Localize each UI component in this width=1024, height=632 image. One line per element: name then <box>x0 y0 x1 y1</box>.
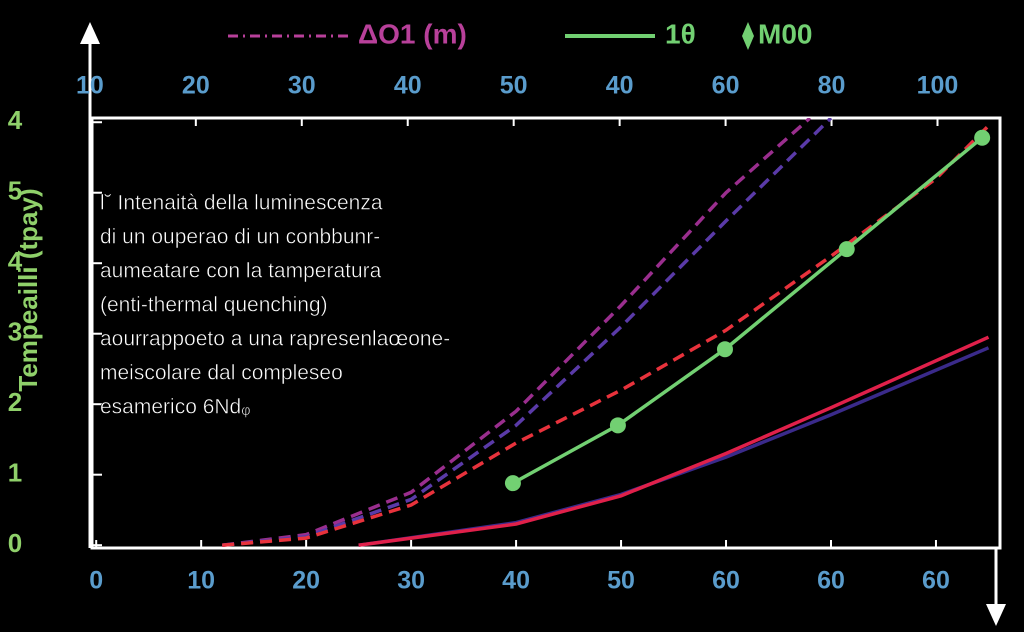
point <box>609 417 626 434</box>
plot-area <box>221 118 991 547</box>
x-tick-label: 30 <box>397 567 425 595</box>
legend-label: M00 <box>758 18 812 49</box>
x-tick-label: 60 <box>712 567 740 595</box>
y-tick-label: 4 <box>8 105 23 135</box>
x-tick-label: 20 <box>292 567 320 595</box>
annotation-line: di un ouperao di un conbbunr- <box>100 226 380 249</box>
x-tick-label: 40 <box>502 567 530 595</box>
line <box>221 118 812 547</box>
legend-label: 1θ <box>665 18 696 49</box>
x-tick-label: 50 <box>607 567 635 595</box>
x2-tick-label: 10 <box>76 72 104 100</box>
y-tick-label: 4 <box>8 246 23 276</box>
annotation-line: (enti-thermal quenching) <box>100 294 328 317</box>
point <box>838 241 855 258</box>
y-tick-label: 1 <box>8 458 22 488</box>
y-tick-label: 3 <box>8 317 22 347</box>
point <box>504 475 521 492</box>
y-axis-title: Tempeailli (tpay) <box>13 188 43 391</box>
x2-tick-label: 60 <box>712 72 740 100</box>
point <box>974 129 991 146</box>
arrow-head <box>80 22 100 44</box>
point <box>716 341 733 358</box>
x-tick-label: 10 <box>187 567 215 595</box>
x-tick-label: 60 <box>922 567 950 595</box>
annotation-line: aumeatare con la tamperatura <box>100 260 382 283</box>
x2-tick-label: 20 <box>182 72 210 100</box>
x-tick-label: 0 <box>89 567 103 595</box>
x-tick-label: 60 <box>817 567 845 595</box>
arrow-head <box>986 604 1006 626</box>
annotation-line: l˘ Intenaità della luminescenza <box>100 192 383 215</box>
y-tick-label: 5 <box>8 176 22 206</box>
x2-tick-label: 100 <box>917 72 959 100</box>
x2-tick-label: 40 <box>394 72 422 100</box>
y-tick-label: 2 <box>8 387 22 417</box>
line <box>358 335 990 547</box>
annotation-line: esamerico 6Ndᵩ <box>100 396 250 419</box>
legend-label: ΔO1 (m) <box>358 18 467 49</box>
x2-tick-label: 50 <box>500 72 528 100</box>
y-tick-label: 0 <box>8 528 22 558</box>
annotation-line: aourrappoeto a una rapresenlaœone- <box>100 328 450 351</box>
legend-swatch <box>742 22 754 50</box>
x2-tick-label: 80 <box>818 72 846 100</box>
annotation-line: meiscolare dal compleseo <box>100 362 343 385</box>
x2-tick-label: 40 <box>606 72 634 100</box>
x2-tick-label: 30 <box>288 72 316 100</box>
